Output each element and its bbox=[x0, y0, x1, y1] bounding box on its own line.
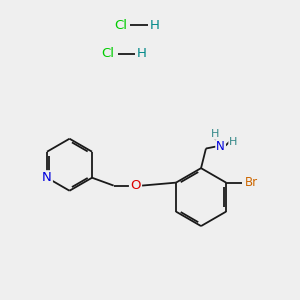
Text: Cl: Cl bbox=[101, 47, 114, 60]
Text: Br: Br bbox=[245, 176, 258, 189]
Text: N: N bbox=[216, 140, 225, 153]
Text: H: H bbox=[150, 19, 160, 32]
Text: Cl: Cl bbox=[114, 19, 127, 32]
Text: H: H bbox=[229, 137, 238, 147]
Text: N: N bbox=[42, 171, 52, 184]
Text: O: O bbox=[130, 179, 140, 192]
Text: H: H bbox=[137, 47, 147, 60]
Text: H: H bbox=[211, 129, 219, 139]
